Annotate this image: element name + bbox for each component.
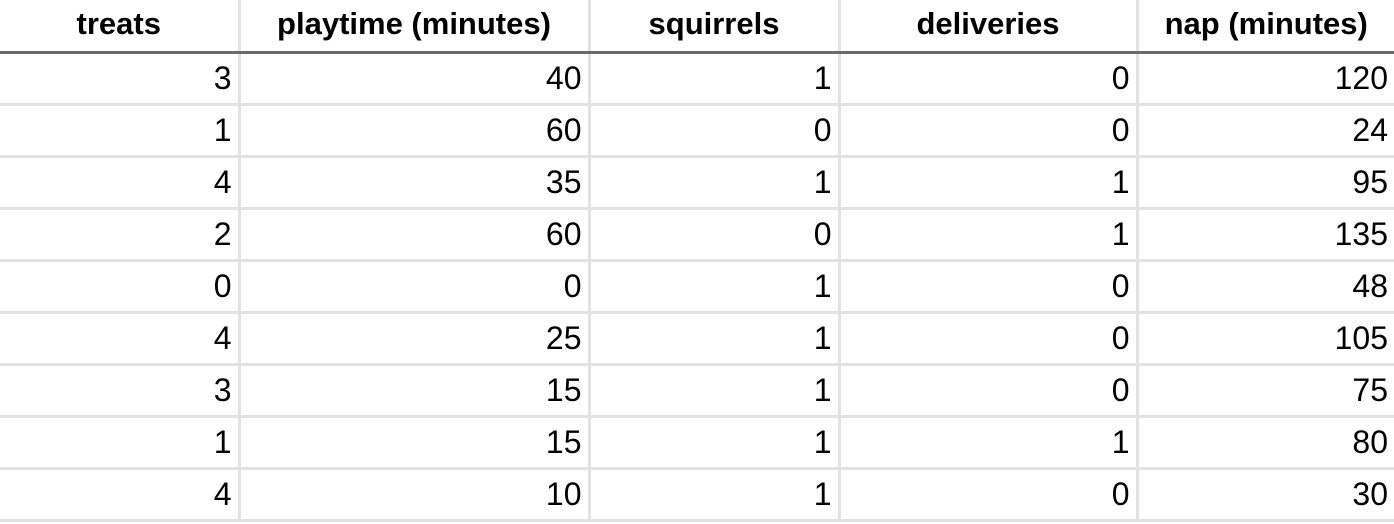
cell-playtime[interactable]: 15 <box>239 364 591 418</box>
table-header: treats playtime (minutes) squirrels deli… <box>0 0 1394 54</box>
cell-playtime[interactable]: 60 <box>239 104 591 158</box>
cell-squirrels[interactable]: 1 <box>589 364 841 418</box>
cell-playtime[interactable]: 35 <box>239 156 591 210</box>
cell-treats[interactable]: 4 <box>0 156 241 210</box>
cell-playtime[interactable]: 0 <box>239 260 591 314</box>
cell-deliveries[interactable]: 0 <box>839 468 1139 522</box>
cell-playtime[interactable]: 25 <box>239 312 591 366</box>
cell-deliveries[interactable]: 1 <box>839 416 1139 470</box>
cell-treats[interactable]: 0 <box>0 260 241 314</box>
header-cell-nap[interactable]: nap (minutes) <box>1137 0 1394 54</box>
cell-squirrels[interactable]: 1 <box>589 52 841 106</box>
cell-deliveries[interactable]: 0 <box>839 312 1139 366</box>
cell-treats[interactable]: 3 <box>0 52 241 106</box>
table-row: 0 0 1 0 48 <box>0 260 1394 314</box>
cell-deliveries[interactable]: 1 <box>839 156 1139 210</box>
cell-nap[interactable]: 75 <box>1137 364 1394 418</box>
header-row: treats playtime (minutes) squirrels deli… <box>0 0 1394 54</box>
cell-squirrels[interactable]: 1 <box>589 468 841 522</box>
cell-treats[interactable]: 4 <box>0 312 241 366</box>
cell-deliveries[interactable]: 0 <box>839 364 1139 418</box>
table-row: 4 10 1 0 30 <box>0 468 1394 522</box>
cell-nap[interactable]: 95 <box>1137 156 1394 210</box>
table-row: 4 35 1 1 95 <box>0 156 1394 210</box>
cell-squirrels[interactable]: 1 <box>589 416 841 470</box>
header-cell-playtime[interactable]: playtime (minutes) <box>239 0 591 54</box>
table-row: 3 40 1 0 120 <box>0 52 1394 106</box>
cell-deliveries[interactable]: 0 <box>839 104 1139 158</box>
cell-deliveries[interactable]: 1 <box>839 208 1139 262</box>
cell-treats[interactable]: 2 <box>0 208 241 262</box>
cell-squirrels[interactable]: 1 <box>589 260 841 314</box>
cell-nap[interactable]: 120 <box>1137 52 1394 106</box>
cell-playtime[interactable]: 40 <box>239 52 591 106</box>
cell-nap[interactable]: 30 <box>1137 468 1394 522</box>
cell-treats[interactable]: 1 <box>0 104 241 158</box>
cell-nap[interactable]: 105 <box>1137 312 1394 366</box>
cell-playtime[interactable]: 60 <box>239 208 591 262</box>
table-body: 3 40 1 0 120 1 60 0 0 24 4 35 1 1 95 2 60 0 1 135 0 0 1 0 48 4 25 1… <box>0 52 1394 522</box>
cell-nap[interactable]: 135 <box>1137 208 1394 262</box>
header-cell-squirrels[interactable]: squirrels <box>589 0 841 54</box>
cell-deliveries[interactable]: 0 <box>839 260 1139 314</box>
cell-treats[interactable]: 1 <box>0 416 241 470</box>
table-row: 2 60 0 1 135 <box>0 208 1394 262</box>
cell-treats[interactable]: 3 <box>0 364 241 418</box>
cell-playtime[interactable]: 10 <box>239 468 591 522</box>
header-cell-deliveries[interactable]: deliveries <box>839 0 1139 54</box>
header-cell-treats[interactable]: treats <box>0 0 241 54</box>
cell-playtime[interactable]: 15 <box>239 416 591 470</box>
cell-nap[interactable]: 24 <box>1137 104 1394 158</box>
cell-treats[interactable]: 4 <box>0 468 241 522</box>
cell-squirrels[interactable]: 1 <box>589 312 841 366</box>
table-row: 1 15 1 1 80 <box>0 416 1394 470</box>
cell-squirrels[interactable]: 0 <box>589 104 841 158</box>
table-row: 1 60 0 0 24 <box>0 104 1394 158</box>
cell-nap[interactable]: 80 <box>1137 416 1394 470</box>
cell-deliveries[interactable]: 0 <box>839 52 1139 106</box>
table-row: 3 15 1 0 75 <box>0 364 1394 418</box>
cell-squirrels[interactable]: 0 <box>589 208 841 262</box>
table-row: 4 25 1 0 105 <box>0 312 1394 366</box>
cell-squirrels[interactable]: 1 <box>589 156 841 210</box>
cell-nap[interactable]: 48 <box>1137 260 1394 314</box>
